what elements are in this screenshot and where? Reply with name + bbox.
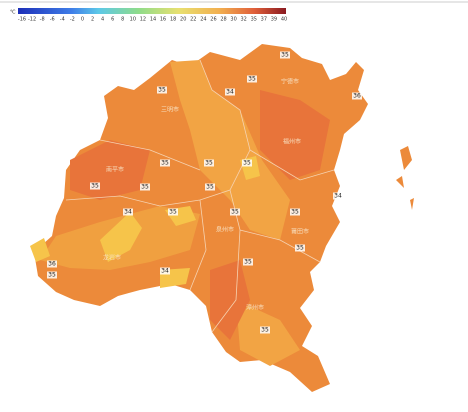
station-box [290,208,300,216]
hot-patch [100,212,142,262]
legend-tick-label: -12 [28,17,36,23]
station-box [333,192,343,200]
station-value: 35 [91,183,99,190]
station-box [160,267,170,275]
station-box [230,208,240,216]
legend-tick-label: 22 [190,17,196,23]
station-value: 36 [353,93,361,100]
station-value: 34 [226,89,234,96]
station-box [204,159,214,167]
station-box [260,326,270,334]
legend-unit: ℃ [10,10,16,16]
legend-tick-label: 6 [111,17,114,23]
cool-patch [210,260,250,340]
station-box [47,260,57,268]
station-value: 35 [206,184,214,191]
station-value: 35 [169,209,177,216]
region-name: 南平市 [106,166,124,174]
station-box [90,182,100,190]
region-name: 宁德市 [281,78,299,86]
legend-tick-label: 39 [271,17,277,23]
legend-tick-label: 40 [281,17,287,23]
region-name: 泉州市 [216,226,234,234]
legend-tick-label: -8 [40,17,45,23]
station-box [47,271,57,279]
station-box [225,88,235,96]
region-name: 福州市 [283,138,301,146]
region-name: 漳州市 [246,304,264,312]
station-value: 35 [161,160,169,167]
legend-tick-label: 16 [160,17,166,23]
legend-tick-label: -16 [18,17,26,23]
station-value: 35 [141,184,149,191]
legend-tick-label: -6 [50,17,55,23]
cool-patch [260,90,330,180]
station-box [168,208,178,216]
station-box [205,183,215,191]
boundary [65,59,335,333]
station-value: 34 [334,193,342,200]
station-box [123,208,133,216]
legend-tick-label: 37 [261,17,267,23]
legend-tick-label: 4 [101,17,104,23]
station-value: 35 [231,209,239,216]
station-value: 35 [205,160,213,167]
station-box [352,92,362,100]
station-value: 36 [48,261,56,268]
station-box [280,51,290,59]
legend-tick-label: 20 [180,17,186,23]
station-value: 35 [48,272,56,279]
hot-patch [30,238,50,262]
legend-tick-label: 8 [121,17,124,23]
station-value: 35 [291,209,299,216]
station-box [247,75,257,83]
legend-tick-label: -4 [60,17,65,23]
station-value: 34 [161,268,169,275]
station-box [157,86,167,94]
station-value: 35 [158,87,166,94]
warm-patch [170,60,290,240]
station-box [160,159,170,167]
legend-tick-label: 35 [251,17,257,23]
legend-tick-label: 30 [230,17,236,23]
station-value: 35 [281,52,289,59]
station-box [140,183,150,191]
station-box [242,159,252,167]
station-value: 35 [261,327,269,334]
legend-bar [18,8,286,14]
legend-tick-label: 24 [200,17,206,23]
legend-tick-label: 18 [170,17,176,23]
region-name: 莆田市 [291,228,309,236]
station-value: 35 [244,259,252,266]
region-name: 龙岩市 [103,254,121,262]
legend-tick-label: 2 [91,17,94,23]
station-value: 35 [248,76,256,83]
legend-tick-label: 12 [140,17,146,23]
legend-tick-label: 32 [241,17,247,23]
region-name: 三明市 [161,106,179,114]
station-value: 35 [243,160,251,167]
station-value: 34 [124,209,132,216]
legend-tick-label: -2 [70,17,75,23]
station-value: 35 [296,245,304,252]
island [396,146,414,210]
legend-tick-label: 0 [81,17,84,23]
station-box [243,258,253,266]
legend-tick-label: 26 [210,17,216,23]
legend-tick-label: 10 [130,17,136,23]
legend-tick-label: 28 [220,17,226,23]
station-box [295,244,305,252]
legend-tick-label: 14 [150,17,156,23]
